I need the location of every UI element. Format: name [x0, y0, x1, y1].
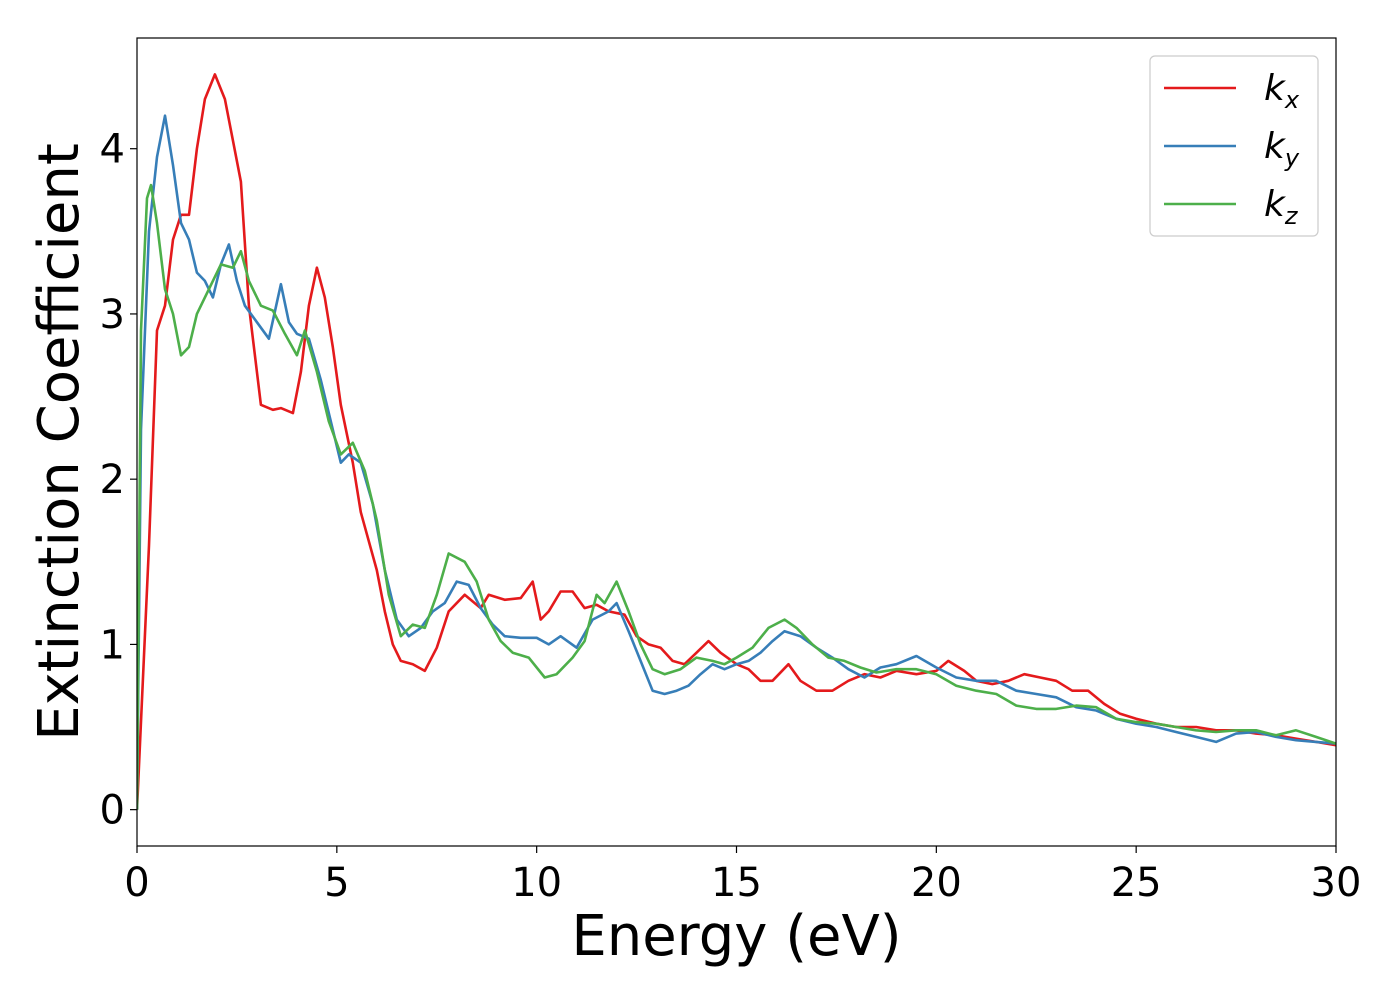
y-tick-label: 0 — [100, 788, 125, 834]
legend-label-x: kx — [1264, 68, 1300, 114]
x-tick-label: 20 — [911, 860, 962, 906]
x-axis-title: Energy (eV) — [571, 904, 901, 969]
y-tick-label: 4 — [100, 127, 125, 173]
x-tick-label: 25 — [1111, 860, 1162, 906]
x-tick-label: 10 — [511, 860, 562, 906]
y-tick-label: 3 — [100, 292, 125, 338]
x-tick-label: 0 — [124, 860, 149, 906]
ticks-layer: 0 5 10 15 20 25 30 0 1 2 3 4 — [100, 127, 1362, 906]
x-tick-label: 15 — [711, 860, 762, 906]
series-layer — [137, 73, 1336, 810]
y-axis-title: Extinction Coefficient — [27, 143, 92, 741]
series-line-z — [137, 183, 1336, 810]
series-line-y — [137, 114, 1336, 810]
legend: kx ky kz — [1149, 55, 1319, 237]
legend-label-z: kz — [1264, 184, 1299, 230]
legend-label-y: ky — [1264, 126, 1300, 172]
y-tick-label: 2 — [100, 457, 125, 503]
x-tick-label: 5 — [324, 860, 349, 906]
x-tick-label: 30 — [1311, 860, 1362, 906]
y-tick-label: 1 — [100, 622, 125, 668]
